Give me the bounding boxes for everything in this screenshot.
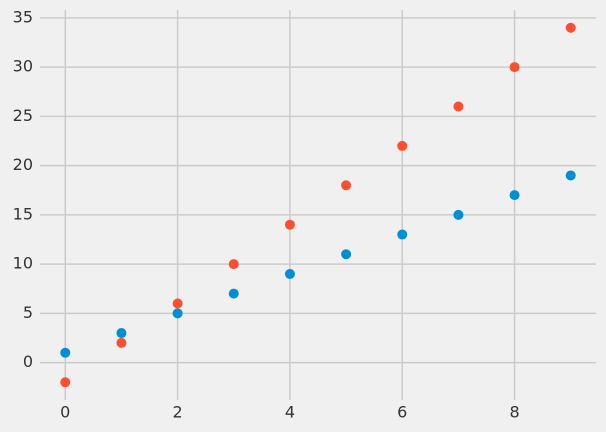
y-tick-label: 35	[13, 7, 33, 26]
point	[172, 308, 183, 319]
y-tick-label: 0	[23, 352, 33, 371]
point	[397, 140, 408, 151]
point	[172, 298, 183, 309]
y-tick-label: 5	[23, 303, 33, 322]
point	[509, 62, 520, 73]
point	[453, 101, 464, 112]
point	[60, 377, 71, 388]
y-tick-label: 15	[13, 204, 33, 223]
x-tick-label: 0	[60, 403, 70, 422]
y-tick-label: 25	[13, 106, 33, 125]
y-tick-label: 20	[13, 155, 33, 174]
x-tick-label: 4	[285, 403, 295, 422]
point	[116, 337, 127, 348]
point	[565, 22, 576, 33]
point	[228, 259, 239, 270]
point	[509, 190, 520, 201]
point	[565, 170, 576, 181]
point	[60, 347, 71, 358]
point	[341, 180, 352, 191]
point	[341, 249, 352, 260]
x-tick-label: 2	[173, 403, 183, 422]
point	[116, 328, 127, 339]
x-tick-label: 6	[397, 403, 407, 422]
point	[228, 288, 239, 299]
point	[453, 209, 464, 220]
point	[397, 229, 408, 240]
point	[284, 219, 295, 230]
y-tick-label: 10	[13, 254, 33, 273]
y-tick-label: 30	[13, 57, 33, 76]
x-tick-label: 8	[509, 403, 519, 422]
point	[284, 268, 295, 279]
